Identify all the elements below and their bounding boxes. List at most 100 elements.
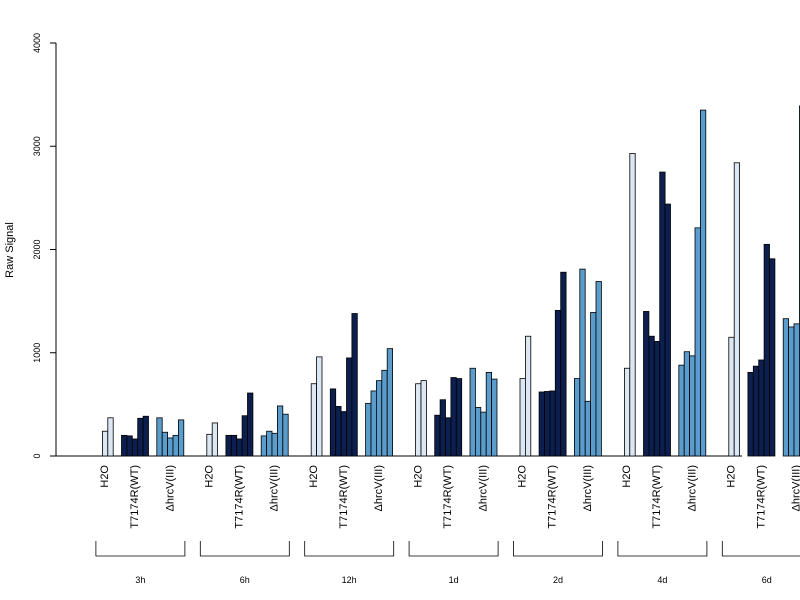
bar — [142, 415, 149, 457]
bar — [664, 203, 671, 457]
group-label: H2O — [308, 465, 320, 488]
bar — [763, 243, 770, 457]
bar — [375, 380, 383, 457]
bar — [584, 400, 592, 457]
timepoint-label: 1d — [449, 575, 459, 585]
timepoint-bracket — [304, 541, 395, 557]
bar — [538, 391, 545, 457]
bar — [595, 281, 602, 457]
bar — [678, 364, 685, 457]
bar — [340, 411, 347, 457]
bar — [629, 153, 636, 457]
group-label: ΔhrcV(III) — [373, 465, 385, 511]
y-tick-label: 1000 — [32, 343, 42, 363]
bar — [549, 390, 556, 457]
bar — [758, 359, 765, 457]
bar — [276, 405, 284, 457]
bar — [156, 417, 163, 457]
bar — [107, 417, 114, 457]
bar — [386, 348, 394, 457]
bar — [282, 413, 289, 457]
bar — [131, 438, 139, 457]
timepoint-brackets: 3h 6h 12h 1d 2d 4d 6d — [95, 541, 800, 585]
timepoint-bracket — [721, 541, 800, 557]
group-label: T7174R(WT) — [547, 465, 559, 529]
bar — [266, 430, 273, 457]
bar — [225, 434, 232, 457]
bar — [574, 378, 581, 457]
bar — [206, 433, 213, 457]
y-tick-label: 3000 — [32, 136, 42, 156]
group-label: H2O — [412, 465, 424, 488]
group-label: ΔhrcV(III) — [686, 465, 698, 511]
bar — [211, 422, 218, 457]
timepoint-label: 2d — [553, 575, 563, 585]
timepoint-bracket — [408, 541, 499, 557]
bar — [480, 411, 487, 457]
timepoint-bracket — [199, 541, 290, 557]
bar — [752, 365, 760, 457]
bar — [137, 417, 144, 457]
bar — [519, 378, 526, 457]
bar — [560, 271, 567, 457]
timepoint-label: 6h — [240, 575, 250, 585]
bar — [733, 162, 741, 457]
timepoint-label: 4d — [657, 575, 667, 585]
bar — [351, 313, 358, 457]
bar — [648, 335, 655, 457]
y-tick-label: 4000 — [32, 33, 42, 53]
bar — [161, 431, 168, 457]
group-label: ΔhrcV(III) — [269, 465, 281, 511]
bar — [230, 434, 238, 457]
bar — [643, 311, 650, 457]
group-label: ΔhrcV(III) — [791, 465, 800, 511]
bar — [316, 356, 323, 457]
group-label: H2O — [726, 465, 738, 488]
group-label: T7174R(WT) — [442, 465, 454, 529]
bar — [793, 323, 800, 457]
bar — [335, 406, 342, 457]
bar — [260, 435, 268, 457]
y-tick-label: 2000 — [32, 239, 42, 259]
bar — [728, 336, 735, 457]
y-tick-label: 0 — [32, 453, 42, 458]
bar — [365, 402, 372, 457]
group-label: T7174R(WT) — [755, 465, 767, 529]
bar — [469, 367, 476, 457]
bar — [310, 383, 318, 457]
bar — [126, 435, 133, 457]
timepoint-bracket — [513, 541, 603, 557]
bar — [525, 335, 532, 457]
bar — [329, 388, 337, 457]
bar — [554, 310, 562, 457]
y-axis-ticks: 0 1000 2000 3000 4000 — [32, 33, 56, 459]
bar — [121, 434, 128, 457]
bar — [177, 419, 185, 457]
bar — [241, 415, 248, 457]
bar — [788, 326, 795, 457]
group-label: T7174R(WT) — [129, 465, 141, 529]
bar — [346, 357, 353, 457]
x-axis-labels: H2O T7174R(WT) ΔhrcV(III) H2O T7174R(WT) Δhrc… — [99, 465, 800, 529]
bar — [439, 399, 446, 457]
bar — [653, 340, 661, 457]
bar — [544, 391, 551, 457]
group-label: H2O — [621, 465, 633, 488]
bar — [271, 432, 278, 457]
timepoint-label: 12h — [342, 575, 357, 585]
bar — [167, 437, 174, 457]
bar — [579, 268, 586, 457]
bar — [689, 355, 696, 457]
group-label: T7174R(WT) — [651, 465, 663, 529]
bar — [102, 430, 109, 457]
timepoint-label: 3h — [135, 575, 145, 585]
bar — [381, 369, 388, 457]
timepoint-bracket — [617, 541, 708, 557]
bar — [415, 383, 422, 457]
bar — [624, 367, 631, 457]
bar — [485, 371, 493, 457]
group-label: ΔhrcV(III) — [582, 465, 594, 511]
bar — [491, 378, 498, 457]
timepoint-label: 6d — [762, 575, 772, 585]
